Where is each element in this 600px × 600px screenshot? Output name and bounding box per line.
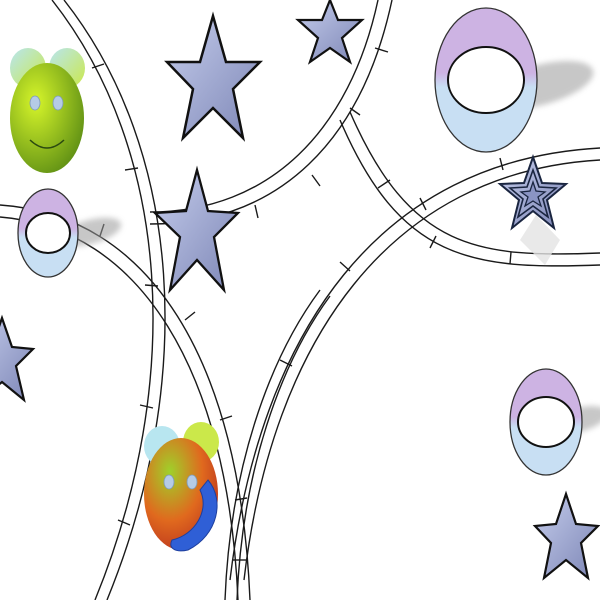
right-eye (52, 95, 64, 111)
green-smiley[interactable] (10, 48, 85, 173)
star[interactable] (0, 314, 36, 403)
track-right-arc (229, 147, 600, 581)
star[interactable] (532, 490, 600, 581)
track-descending-arc (339, 111, 600, 267)
ring[interactable] (509, 368, 583, 476)
track-left-arc (51, 0, 166, 600)
blue-patch (170, 479, 218, 552)
track-bottom-middle (224, 289, 331, 600)
ring[interactable] (434, 7, 538, 153)
right-eye (186, 474, 198, 490)
left-eye (163, 474, 175, 490)
outlined-star[interactable] (497, 153, 569, 265)
red-green-smiley[interactable] (144, 422, 219, 552)
star[interactable] (152, 165, 241, 294)
star[interactable] (295, 0, 365, 65)
star[interactable] (164, 11, 264, 142)
left-eye (29, 95, 41, 111)
smile (29, 139, 65, 149)
ring[interactable] (17, 188, 79, 278)
